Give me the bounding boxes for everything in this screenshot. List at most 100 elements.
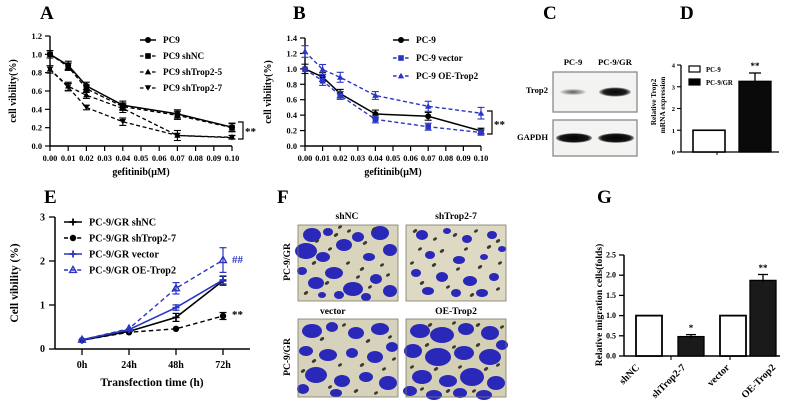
panel-e: 0 1 2 3 0h 24h 48h 72h Transfection time… [0, 205, 270, 405]
svg-text:0.09: 0.09 [456, 154, 471, 163]
panel-f: shNC shTrop2-7 vector OE-Trop2 PC-9/GR P… [270, 205, 590, 405]
svg-text:0.6: 0.6 [32, 87, 42, 96]
panel-e-axes [49, 216, 250, 355]
svg-text:0.08: 0.08 [188, 154, 203, 163]
panel-f-header-vector: vector [320, 306, 346, 317]
panel-g-bar-oe-trop2: ** [749, 263, 777, 357]
svg-text:2: 2 [40, 257, 45, 268]
svg-text:0.0: 0.0 [287, 142, 297, 151]
panel-g-ytick-labels: 0.0 0.5 1.0 1.5 2.0 2.5 [606, 251, 616, 361]
svg-text:72h: 72h [215, 360, 231, 371]
panel-g-significance-shtrop2-7: * [689, 323, 694, 333]
panel-b-significance: ** [494, 119, 506, 131]
panel-c-lane-label-0: PC-9 [564, 57, 583, 67]
panel-b-xlabel: gefitinib(μM) [364, 167, 421, 178]
panel-g-category-shtrop2-7: shTrop2-7 [650, 362, 689, 401]
panel-f-image-shnc [295, 224, 399, 302]
panel-c-letter: C [543, 3, 557, 24]
svg-text:1: 1 [40, 301, 45, 312]
svg-text:0.01: 0.01 [315, 154, 330, 163]
panel-a-ylabel: cell vibility(%) [8, 59, 19, 123]
svg-text:24h: 24h [121, 360, 137, 371]
svg-text:0.07: 0.07 [421, 154, 436, 163]
panel-c-blot-gapdh [552, 119, 638, 157]
svg-text:0.10: 0.10 [474, 154, 489, 163]
panel-b-legend-item-1: PC-9 vector [416, 53, 463, 63]
panel-f-image-vector [297, 318, 399, 398]
panel-f-header-shtrop2-7: shTrop2-7 [435, 211, 477, 222]
svg-text:0.04: 0.04 [115, 154, 130, 163]
panel-a-series-shtrop2-7 [46, 66, 236, 141]
panel-e-ylabel: Cell vibility (%) [9, 243, 21, 322]
panel-a-letter: A [40, 3, 54, 24]
svg-text:0.5: 0.5 [606, 331, 616, 340]
svg-text:0.00: 0.00 [43, 154, 58, 163]
panel-f-row-label-bottom: PC-9/GR [282, 337, 293, 376]
panel-f-row-label-top: PC-9/GR [282, 242, 293, 281]
panel-g-bar-vector [719, 314, 747, 357]
panel-a-ytick-labels: 0.0 0.2 0.4 0.6 0.8 1.0 1.2 [32, 32, 43, 151]
panel-f-header-oe-trop2: OE-Trop2 [435, 306, 477, 317]
panel-b-legend-item-2: PC-9 OE-Trop2 [416, 71, 479, 81]
panel-e-series-oe-trop2 [77, 247, 228, 343]
svg-text:0.4: 0.4 [32, 105, 43, 114]
panel-f-header-shnc: shNC [336, 211, 359, 222]
panel-e-legend-item-1: PC-9/GR shTrop2-7 [89, 234, 176, 245]
panel-g: 0.0 0.5 1.0 1.5 2.0 2.5 Relative migrati… [590, 205, 789, 410]
svg-text:0.05: 0.05 [134, 154, 149, 163]
panel-g-letter: G [597, 187, 612, 208]
svg-text:0.02: 0.02 [79, 154, 94, 163]
svg-text:0.2: 0.2 [287, 127, 297, 136]
panel-f-image-oe-trop2 [403, 318, 508, 400]
svg-text:1.0: 1.0 [32, 50, 42, 59]
svg-text:0.08: 0.08 [438, 154, 453, 163]
panel-a-legend-item-0: PC9 [163, 35, 180, 45]
svg-text:3: 3 [40, 213, 45, 224]
panel-a-legend-item-1: PC9 shNC [163, 51, 204, 61]
panel-e-ytick-labels: 0 1 2 3 [40, 213, 45, 356]
svg-text:0.09: 0.09 [206, 154, 221, 163]
panel-g-category-vector: vector [705, 362, 732, 389]
panel-b-ylabel: cell vibility(%) [263, 60, 274, 124]
panel-g-category-oe-trop2: OE-Trop2 [740, 362, 779, 401]
svg-text:0.05: 0.05 [386, 154, 401, 163]
svg-text:0.8: 0.8 [32, 69, 42, 78]
svg-text:0.0: 0.0 [606, 352, 616, 361]
panel-g-bar-shtrop2-7: * [677, 323, 705, 357]
panel-d-ytick-labels: 0 1 2 3 4 [672, 63, 676, 157]
panel-e-significance-star: ** [232, 309, 244, 321]
panel-d-significance: ** [751, 61, 761, 71]
panel-e-xlabel: Transfection time (h) [100, 377, 203, 389]
panel-f-image-shtrop2-7 [405, 224, 507, 302]
panel-b-legend: PC-9 PC-9 vector PC-9 OE-Trop2 [393, 35, 479, 81]
svg-text:0.10: 0.10 [225, 154, 240, 163]
svg-text:0.2: 0.2 [32, 124, 42, 133]
svg-text:0.6: 0.6 [287, 96, 297, 105]
svg-text:0.0: 0.0 [32, 142, 42, 151]
panel-c-row-label-gapdh: GAPDH [517, 132, 548, 142]
panel-b-legend-item-0: PC-9 [416, 35, 436, 45]
svg-text:0.06: 0.06 [152, 154, 167, 163]
panel-d-bar-pc9gr [738, 72, 772, 153]
panel-g-category-shnc: shNC [617, 362, 642, 387]
panel-g-bar-shnc [635, 314, 663, 357]
panel-e-series-vector [78, 275, 227, 344]
panel-a-significance-bracket [238, 121, 244, 140]
panel-e-legend-item-2: PC-9/GR vector [89, 250, 159, 261]
svg-text:0.03: 0.03 [350, 154, 365, 163]
panel-c: PC-9 PC-9/GR Trop2 GAPDH [505, 50, 650, 160]
panel-a-legend-item-2: PC9 shTrop2-5 [163, 67, 223, 77]
panel-d-ylabel-line1: Relative Trop2 [649, 78, 658, 125]
panel-g-significance-oe-trop2: ** [759, 263, 769, 273]
panel-e-legend: PC-9/GR shNC PC-9/GR shTrop2-7 PC-9/GR v… [64, 218, 176, 277]
svg-text:3: 3 [672, 84, 676, 91]
panel-a-legend: PC9 PC9 shNC PC9 shTrop2-5 PC9 shTrop2-7 [140, 35, 223, 93]
svg-text:1.0: 1.0 [606, 311, 616, 320]
panel-e-legend-item-0: PC-9/GR shNC [89, 218, 156, 229]
svg-text:0.04: 0.04 [368, 154, 383, 163]
svg-text:1: 1 [672, 128, 675, 135]
panel-b-series-vector [302, 66, 485, 136]
svg-text:1.2: 1.2 [32, 32, 42, 41]
svg-text:2.0: 2.0 [606, 271, 616, 280]
panel-e-xtick-labels: 0h 24h 48h 72h [77, 360, 232, 371]
